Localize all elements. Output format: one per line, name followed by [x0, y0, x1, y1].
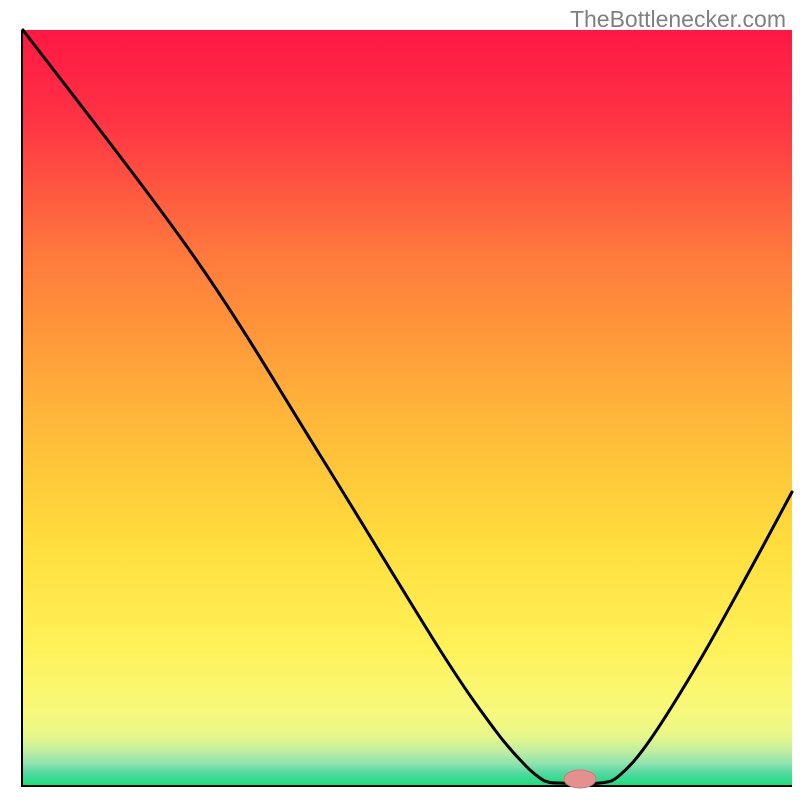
chart-container: { "chart": { "type": "line", "width_px":… [0, 0, 800, 800]
curve-svg [0, 0, 800, 800]
minimum-marker [564, 770, 596, 788]
curve-path [23, 30, 792, 784]
watermark-text: TheBottlenecker.com [570, 6, 786, 33]
